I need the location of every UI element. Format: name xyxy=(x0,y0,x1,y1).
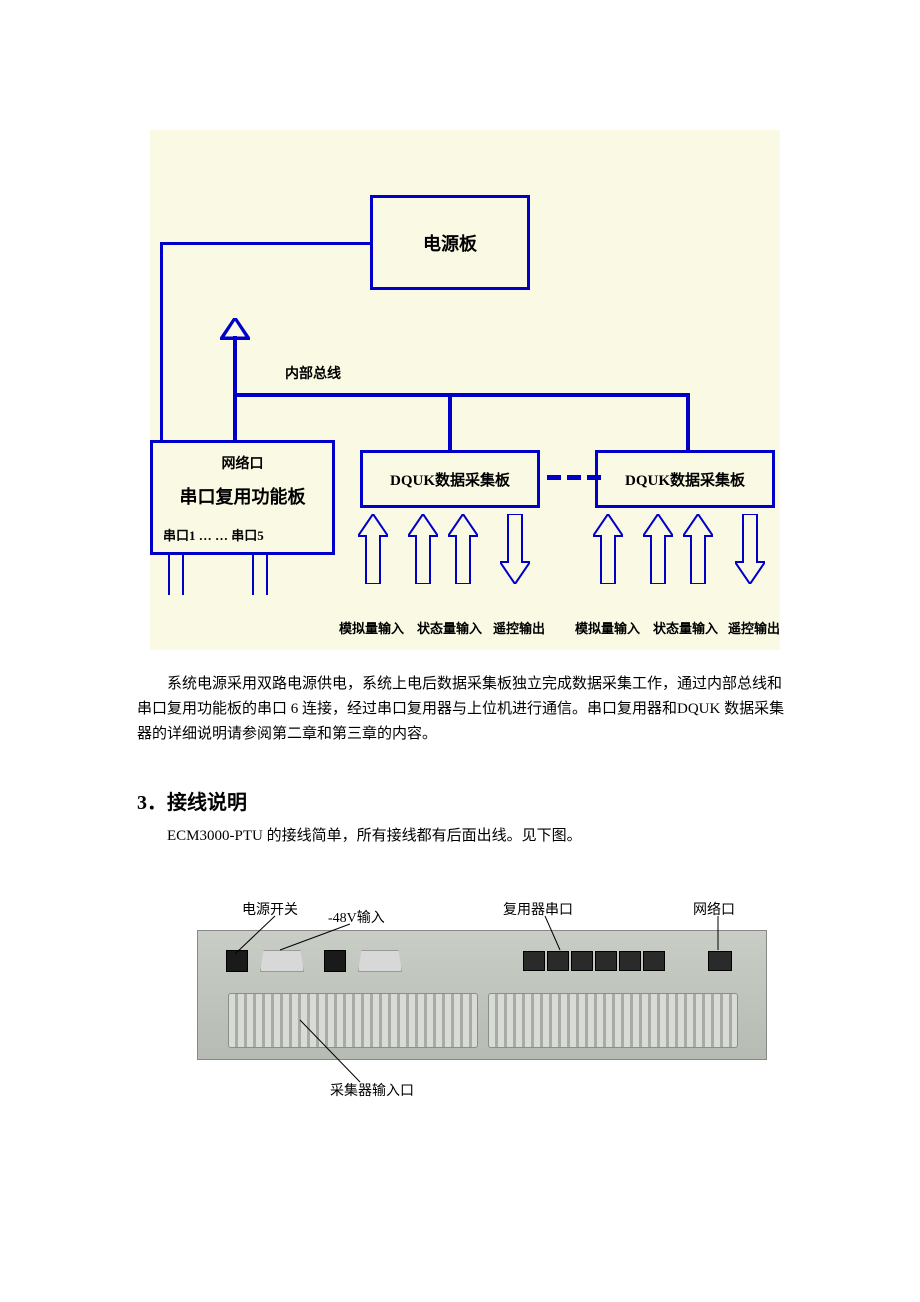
dquk-box-1: DQUK数据采集板 xyxy=(360,450,540,508)
hw-db-port-1 xyxy=(260,950,304,972)
bus-drop-dq2 xyxy=(686,393,690,450)
dquk-label-1: DQUK数据采集板 xyxy=(390,469,510,490)
serial-mux-box: 网络口 串口复用功能板 串口1 … … 串口5 xyxy=(150,440,335,555)
wire xyxy=(160,242,370,245)
wire xyxy=(160,242,163,440)
callout-collector: 采集器输入口 xyxy=(330,1080,414,1100)
hw-power-switch-2 xyxy=(324,950,346,972)
mux-port-lines xyxy=(252,555,268,595)
internal-bus-h xyxy=(233,393,690,397)
analog-in-arrow-2 xyxy=(593,514,623,584)
paragraph-1: 系统电源采用双路电源供电，系统上电后数据采集板独立完成数据采集工作，通过内部总线… xyxy=(137,672,792,746)
power-board-label: 电源板 xyxy=(423,230,477,256)
hardware-chassis xyxy=(197,930,767,1060)
mux-netport-label: 网络口 xyxy=(222,453,264,473)
bus-drop-dq1 xyxy=(448,393,452,450)
callout-net-port: 网络口 xyxy=(693,899,735,919)
power-board-box: 电源板 xyxy=(370,195,530,290)
remote-out-arrow-1 xyxy=(500,514,530,584)
section-heading: 3．接线说明 xyxy=(137,786,247,815)
hw-top-row xyxy=(198,941,766,981)
paragraph-2: ECM3000-PTU 的接线简单，所有接线都有后面出线。见下图。 xyxy=(137,824,792,849)
dquk-ellipsis xyxy=(547,475,601,480)
status-in-arrow-1 xyxy=(408,514,438,584)
remote-out-arrow-2 xyxy=(735,514,765,584)
paragraph-2-text: ECM3000-PTU 的接线简单，所有接线都有后面出线。见下图。 xyxy=(167,828,582,844)
paragraph-1-text: 系统电源采用双路电源供电，系统上电后数据采集板独立完成数据采集工作，通过内部总线… xyxy=(137,676,784,742)
bus-up-stem xyxy=(233,336,237,440)
callout-power-switch: 电源开关 xyxy=(242,899,298,919)
dquk-box-2: DQUK数据采集板 xyxy=(595,450,775,508)
analog-in-arrow-1 xyxy=(358,514,388,584)
io-label-analog-1: 模拟量输入 xyxy=(339,618,404,637)
mux-main-label: 串口复用功能板 xyxy=(180,483,306,509)
io-label-status-2: 状态量输入 xyxy=(653,618,718,637)
internal-bus-label: 内部总线 xyxy=(285,363,341,383)
hw-serial-ports xyxy=(523,951,665,971)
status-in-arrow-2b xyxy=(683,514,713,584)
callout-mux-serial: 复用器串口 xyxy=(503,899,573,919)
status-in-arrow-2 xyxy=(643,514,673,584)
mux-port-label: 串口1 … … 串口5 xyxy=(163,525,264,544)
io-label-analog-2: 模拟量输入 xyxy=(575,618,640,637)
dquk-label-2: DQUK数据采集板 xyxy=(625,469,745,490)
io-label-remote-1: 遥控输出 xyxy=(493,618,545,637)
hw-net-port xyxy=(708,951,732,971)
io-label-remote-2: 遥控输出 xyxy=(728,618,780,637)
io-label-status-1: 状态量输入 xyxy=(417,618,482,637)
status-in-arrow-1b xyxy=(448,514,478,584)
hw-power-switch-1 xyxy=(226,950,248,972)
hw-db-port-2 xyxy=(358,950,402,972)
hw-collector-connectors xyxy=(228,993,738,1048)
callout-48v: -48V输入 xyxy=(328,907,385,927)
mux-port-lines xyxy=(168,555,184,595)
